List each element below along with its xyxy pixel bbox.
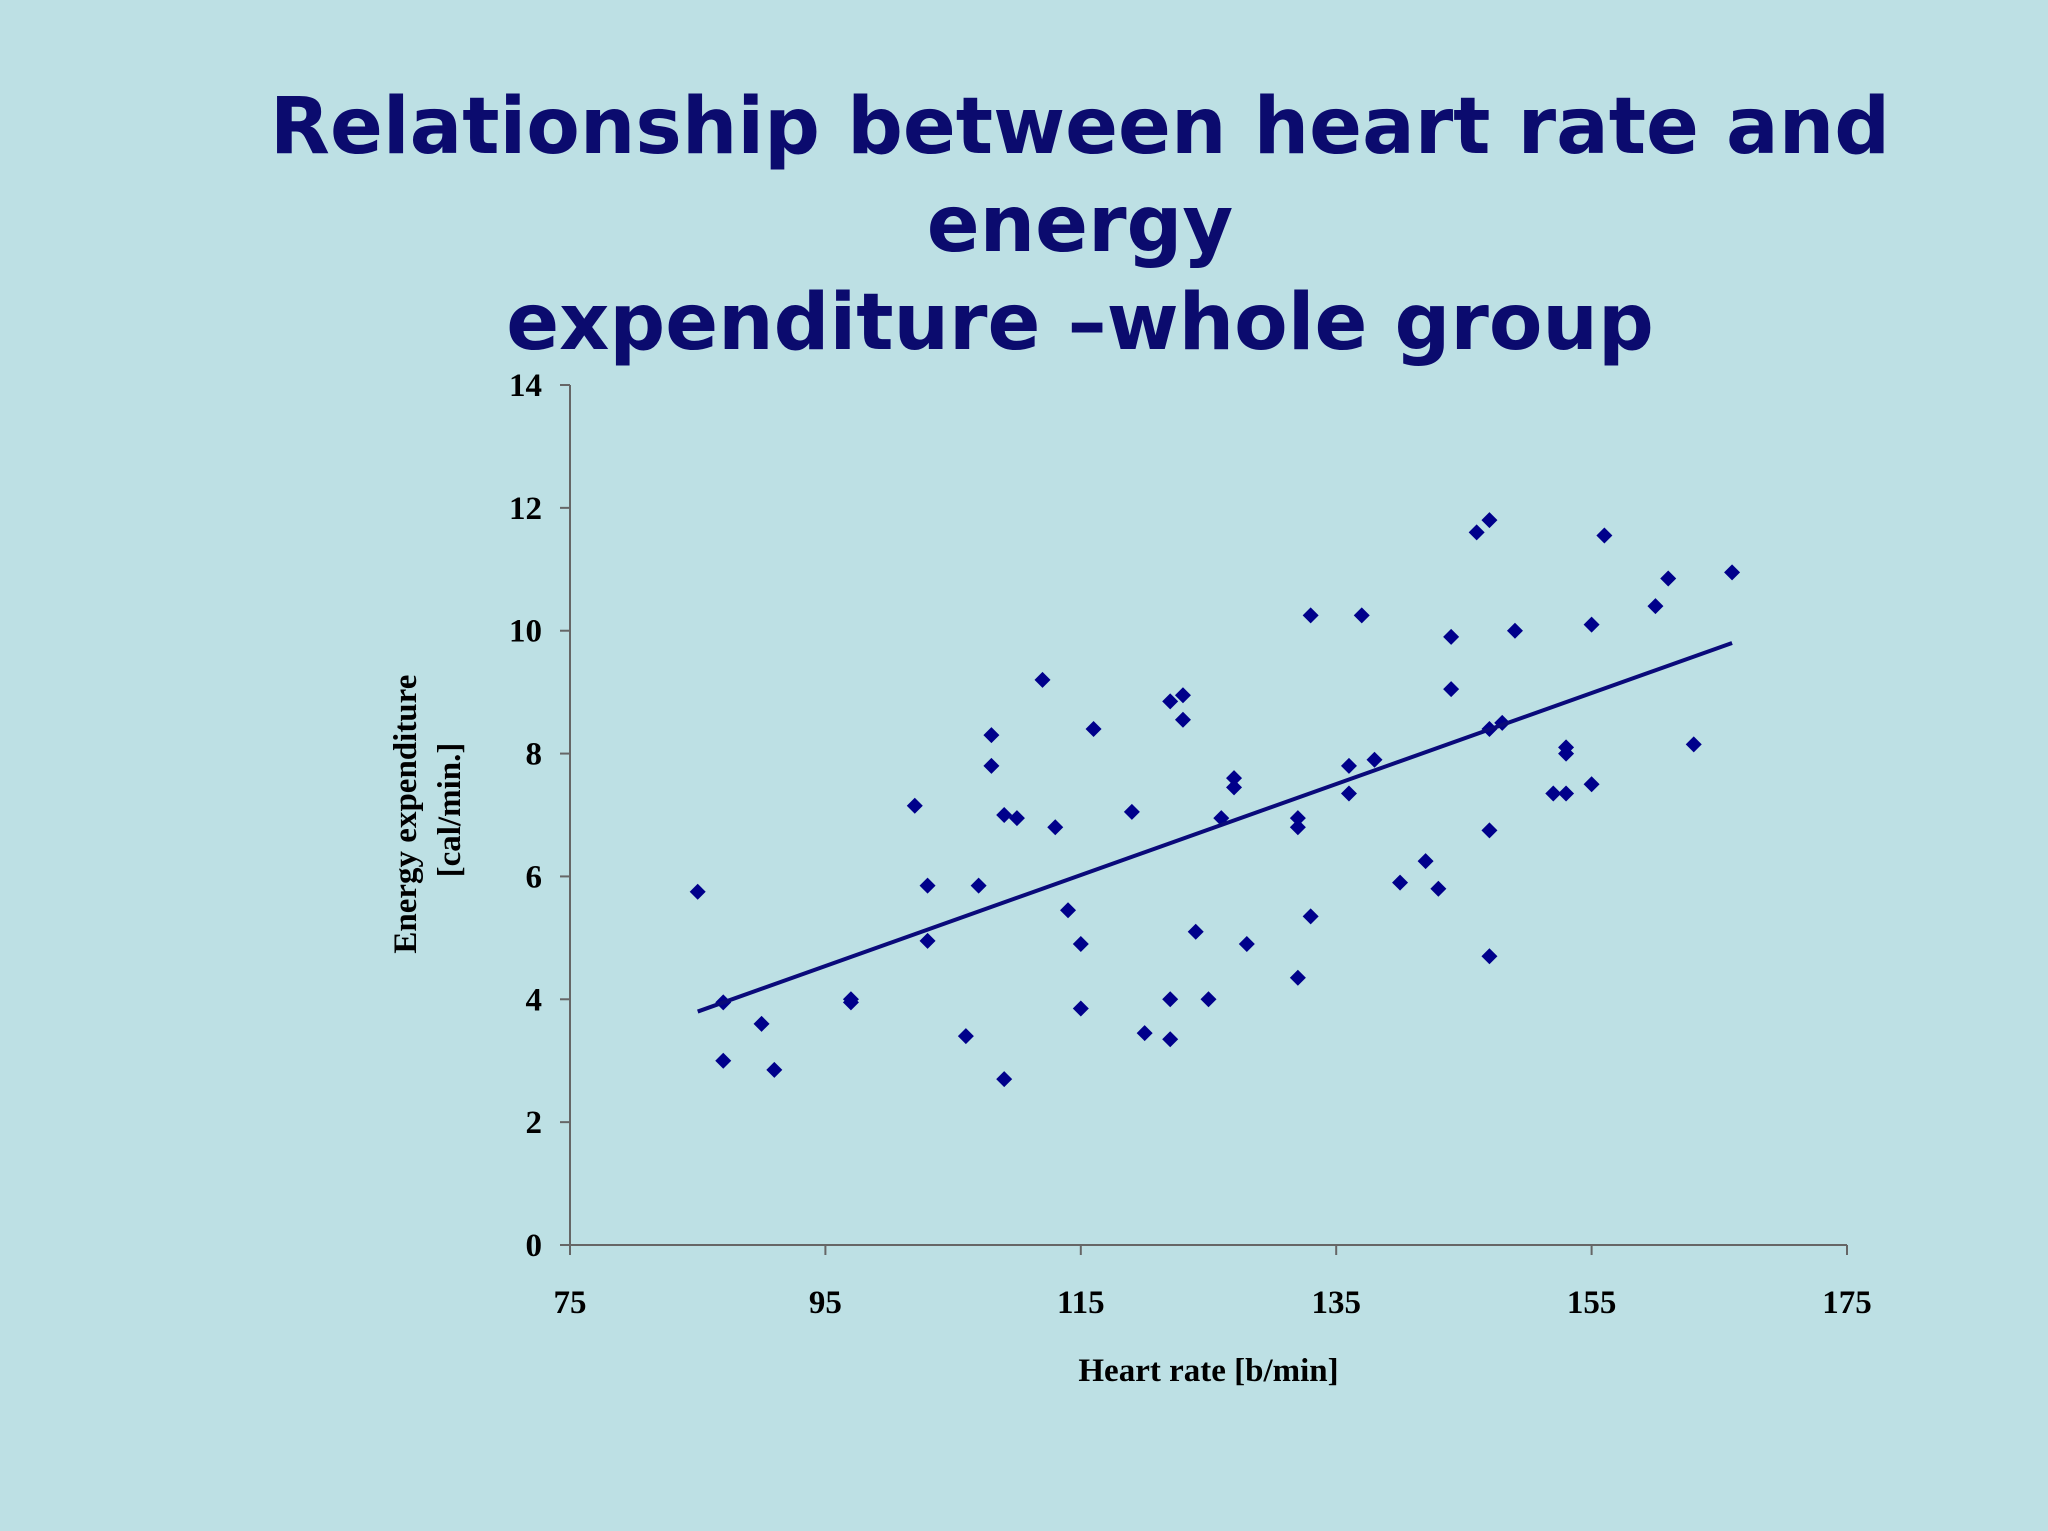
data-point bbox=[1724, 564, 1741, 581]
data-point bbox=[1072, 1000, 1089, 1017]
data-point bbox=[1289, 819, 1306, 836]
data-point bbox=[1123, 803, 1140, 820]
y-tick-label: 6 bbox=[526, 859, 543, 895]
x-axis-ticks: 75 95 115 135 155 175 bbox=[554, 1245, 1872, 1321]
y-tick-label: 14 bbox=[509, 368, 542, 404]
data-point bbox=[1008, 810, 1025, 827]
data-point bbox=[766, 1061, 783, 1078]
data-point bbox=[996, 1071, 1013, 1088]
x-tick-label: 115 bbox=[1057, 1285, 1105, 1321]
y-axis-title-line-1: Energy expenditure bbox=[388, 675, 424, 954]
x-tick-label: 175 bbox=[1822, 1285, 1872, 1321]
y-tick-label: 0 bbox=[526, 1228, 543, 1264]
data-point bbox=[1660, 570, 1677, 587]
data-point bbox=[1481, 822, 1498, 839]
data-point bbox=[1289, 810, 1306, 827]
data-point bbox=[753, 1015, 770, 1032]
trendline bbox=[697, 641, 1733, 1014]
data-point bbox=[1060, 902, 1077, 919]
data-point bbox=[957, 1028, 974, 1045]
data-point bbox=[1685, 736, 1702, 753]
data-point bbox=[1047, 819, 1064, 836]
data-point bbox=[1558, 745, 1575, 762]
data-point bbox=[1162, 1031, 1179, 1048]
data-point bbox=[996, 807, 1013, 823]
slide-title-line-1: Relationship between heart rate and ener… bbox=[269, 82, 1891, 270]
data-point bbox=[1506, 622, 1523, 639]
data-point bbox=[1187, 923, 1204, 940]
data-point bbox=[1443, 681, 1460, 698]
data-point bbox=[1647, 598, 1664, 615]
chart-axes bbox=[569, 385, 1847, 1246]
data-point bbox=[983, 727, 1000, 744]
data-point bbox=[1174, 687, 1191, 704]
data-point bbox=[715, 1052, 732, 1069]
data-point bbox=[1085, 721, 1102, 737]
data-point bbox=[1226, 779, 1243, 796]
data-point bbox=[1162, 693, 1179, 710]
data-point bbox=[1366, 751, 1383, 768]
data-point bbox=[1481, 948, 1498, 965]
slide-title-line-2: expenditure –whole group bbox=[506, 278, 1654, 368]
data-point bbox=[919, 877, 936, 894]
data-point bbox=[1353, 607, 1370, 624]
x-tick-label: 95 bbox=[809, 1285, 842, 1321]
data-point bbox=[1583, 776, 1600, 793]
data-point bbox=[1596, 527, 1613, 544]
data-point bbox=[689, 883, 706, 900]
y-axis-ticks: 0 2 4 6 8 10 12 14 bbox=[509, 368, 570, 1264]
x-tick-label: 155 bbox=[1567, 1285, 1617, 1321]
data-point bbox=[1034, 671, 1051, 688]
y-tick-label: 2 bbox=[526, 1105, 543, 1141]
data-point bbox=[1392, 874, 1409, 891]
data-point bbox=[1481, 512, 1498, 529]
data-point bbox=[1583, 616, 1600, 633]
data-point bbox=[983, 757, 1000, 774]
data-point bbox=[1289, 969, 1306, 986]
data-point bbox=[970, 877, 987, 894]
data-point bbox=[1174, 711, 1191, 728]
x-axis-title: Heart rate [b/min] bbox=[1078, 1353, 1338, 1389]
data-point bbox=[1340, 785, 1357, 802]
data-point bbox=[1468, 524, 1485, 541]
y-tick-label: 8 bbox=[526, 737, 543, 773]
data-point bbox=[1136, 1025, 1153, 1042]
data-point bbox=[1238, 936, 1255, 952]
y-tick-label: 10 bbox=[509, 614, 542, 650]
data-point bbox=[1302, 908, 1319, 925]
x-tick-label: 75 bbox=[554, 1285, 587, 1321]
y-axis-title: Energy expenditure [cal/min.] bbox=[388, 666, 468, 953]
data-points bbox=[689, 512, 1741, 1088]
data-point bbox=[906, 797, 923, 814]
data-point bbox=[1430, 880, 1447, 897]
data-point bbox=[1162, 991, 1179, 1008]
data-point bbox=[1545, 785, 1562, 802]
y-tick-label: 12 bbox=[509, 491, 542, 527]
data-point bbox=[1200, 991, 1217, 1008]
data-point bbox=[842, 994, 859, 1011]
data-point bbox=[1417, 853, 1434, 870]
data-point bbox=[1443, 628, 1460, 645]
x-tick-label: 135 bbox=[1311, 1285, 1361, 1321]
data-point bbox=[1302, 607, 1319, 624]
slide-title: Relationship between heart rate and ener… bbox=[180, 78, 1980, 372]
y-axis-title-line-2: [cal/min.] bbox=[432, 743, 468, 878]
data-point bbox=[1072, 936, 1089, 952]
y-tick-label: 4 bbox=[526, 982, 543, 1018]
data-point bbox=[1340, 757, 1357, 774]
data-point bbox=[1558, 785, 1575, 802]
data-point bbox=[1226, 770, 1243, 787]
data-point bbox=[919, 932, 936, 949]
